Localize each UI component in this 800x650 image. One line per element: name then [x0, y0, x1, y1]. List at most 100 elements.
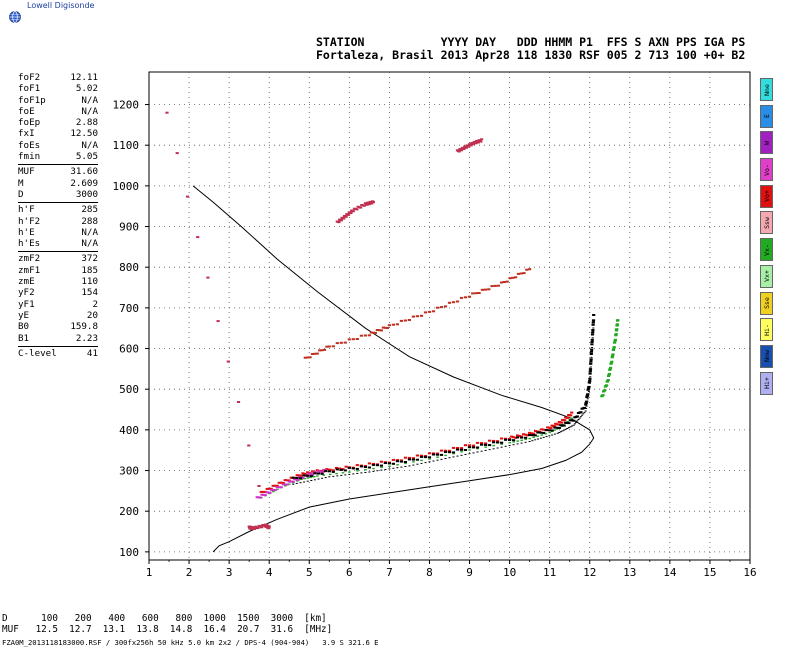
echo-point	[551, 434, 554, 436]
echo-point	[575, 421, 578, 423]
echo-point	[355, 464, 359, 467]
echo-point	[399, 319, 403, 322]
echo-point	[279, 481, 283, 484]
echo-point	[505, 280, 509, 283]
echo-point	[471, 143, 476, 146]
echo-point	[216, 320, 220, 323]
echo-point	[542, 431, 546, 434]
echo-point	[447, 451, 452, 454]
x-tick-label: 15	[703, 566, 716, 579]
param-row: zmF1 185	[18, 265, 98, 276]
echo-point	[355, 338, 359, 340]
echo-point	[459, 149, 464, 152]
echo-point	[586, 400, 589, 402]
echo-point	[476, 447, 479, 450]
echo-point	[572, 419, 576, 422]
echo-point	[512, 439, 516, 442]
echo-point	[520, 442, 523, 444]
echo-point	[423, 311, 428, 314]
echo-point	[355, 467, 359, 470]
echo-point	[512, 444, 515, 446]
echo-point	[303, 481, 306, 483]
echo-point	[391, 458, 395, 461]
echo-point	[431, 453, 436, 456]
legend-label: W	[762, 140, 771, 145]
echo-point	[579, 416, 582, 418]
echo-point	[516, 440, 519, 442]
echo-point	[567, 422, 571, 425]
echo-point	[589, 358, 593, 361]
echo-point	[544, 429, 549, 432]
echo-point	[476, 451, 479, 453]
echo-point	[435, 452, 440, 455]
legend-label: E	[762, 114, 771, 119]
echo-point	[408, 465, 411, 467]
echo-point	[496, 440, 500, 443]
echo-point	[428, 458, 431, 460]
echo-point	[275, 484, 279, 487]
echo-point	[612, 347, 616, 350]
echo-point	[436, 456, 439, 458]
echo-point	[603, 389, 607, 392]
echo-point	[480, 450, 483, 452]
echo-point	[582, 406, 587, 409]
param-key: zmF1	[18, 264, 41, 276]
echo-point	[379, 460, 383, 463]
param-value: N/A	[81, 238, 98, 250]
echo-point	[587, 381, 591, 384]
echo-point	[407, 458, 411, 461]
echo-point	[504, 445, 507, 447]
echo-point	[530, 432, 534, 435]
echo-point	[313, 479, 316, 481]
echo-point	[480, 442, 484, 445]
param-key: h'Es	[18, 238, 41, 250]
echo-point	[546, 426, 550, 429]
echo-point	[317, 478, 320, 480]
echo-point	[346, 213, 351, 216]
echo-point	[558, 432, 561, 433]
echo-point	[313, 352, 317, 355]
echo-point	[488, 449, 491, 451]
echo-point	[606, 379, 610, 381]
echo-point	[573, 423, 576, 425]
polarization-legend: Nne E W Vo- Vo+ Ssw Vx- Vx+ Sse Hi- Nnw Hi+	[760, 78, 773, 398]
echo-point	[297, 474, 301, 477]
echo-point	[265, 487, 269, 490]
echo-point	[306, 477, 310, 479]
echo-point	[435, 306, 440, 309]
echo-point	[412, 464, 415, 466]
echo-point	[616, 319, 620, 322]
echo-point	[591, 340, 594, 342]
echo-point	[310, 353, 315, 355]
echo-point	[300, 478, 303, 480]
y-tick-label: 1200	[113, 99, 140, 112]
echo-point	[467, 446, 472, 449]
param-key: zmE	[18, 276, 35, 288]
param-key: foF2	[18, 72, 41, 83]
echo-point	[435, 453, 440, 456]
echo-point	[275, 486, 279, 489]
y-tick-label: 200	[119, 505, 139, 518]
param-row: B1 2.23	[18, 333, 98, 344]
echo-point	[383, 462, 387, 464]
echo-point	[544, 433, 548, 435]
echo-point	[292, 483, 295, 485]
echo-point	[566, 420, 570, 423]
echo-point	[583, 411, 586, 413]
param-key: MUF	[18, 166, 35, 178]
echo-point	[277, 486, 281, 489]
echo-point	[261, 490, 265, 493]
echo-point	[518, 435, 522, 437]
echo-point	[516, 443, 519, 445]
echo-point	[335, 472, 338, 475]
echo-point	[585, 405, 588, 407]
echo-point	[451, 451, 456, 454]
echo-point	[396, 467, 399, 469]
echo-point	[590, 360, 593, 361]
param-key: D	[18, 188, 24, 200]
param-key: h'F	[18, 204, 35, 216]
echo-point	[325, 468, 329, 471]
param-row: C-level 41	[18, 348, 98, 359]
echo-point	[226, 360, 230, 363]
y-tick-label: 1000	[113, 180, 140, 193]
